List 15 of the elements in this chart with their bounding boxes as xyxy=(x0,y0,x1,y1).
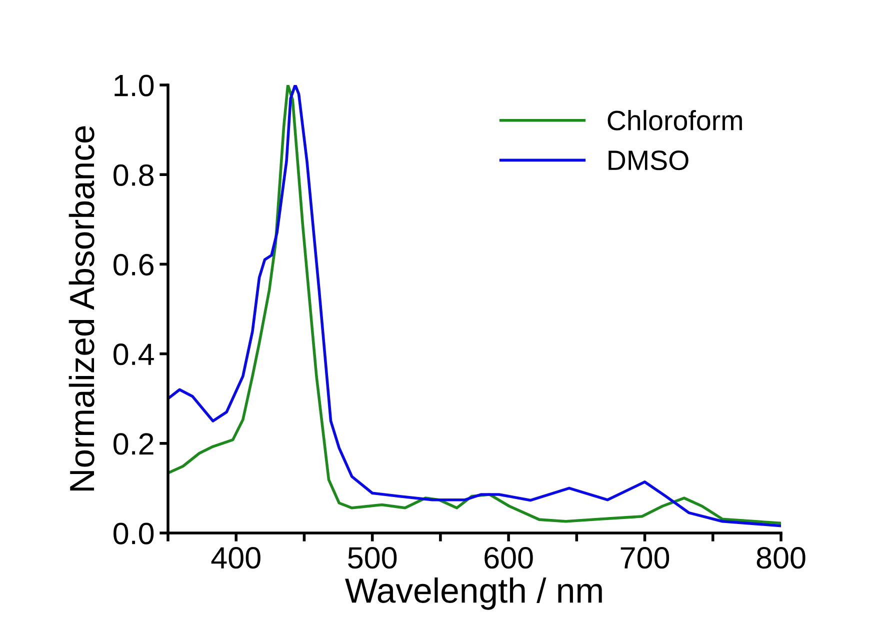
y-tick-label: 1.0 xyxy=(114,74,154,96)
x-axis-title: Wavelength / nm xyxy=(345,577,602,610)
y-tick-label: 0.6 xyxy=(114,254,154,276)
x-tick-label: 400 xyxy=(211,547,260,569)
x-tick-label: 600 xyxy=(484,547,533,569)
y-tick-label: 0.8 xyxy=(114,164,154,186)
y-axis-title: Normalized Absorbance xyxy=(68,126,94,490)
legend-label: Chloroform xyxy=(608,110,742,130)
legend-label: DMSO xyxy=(608,150,688,170)
y-tick-label: 0.0 xyxy=(114,522,154,544)
x-tick-label: 500 xyxy=(348,547,397,569)
x-tick-label: 800 xyxy=(756,547,806,569)
y-tick-label: 0.2 xyxy=(114,433,154,455)
x-tick-label: 700 xyxy=(620,547,670,569)
y-tick-label: 0.4 xyxy=(114,344,154,366)
